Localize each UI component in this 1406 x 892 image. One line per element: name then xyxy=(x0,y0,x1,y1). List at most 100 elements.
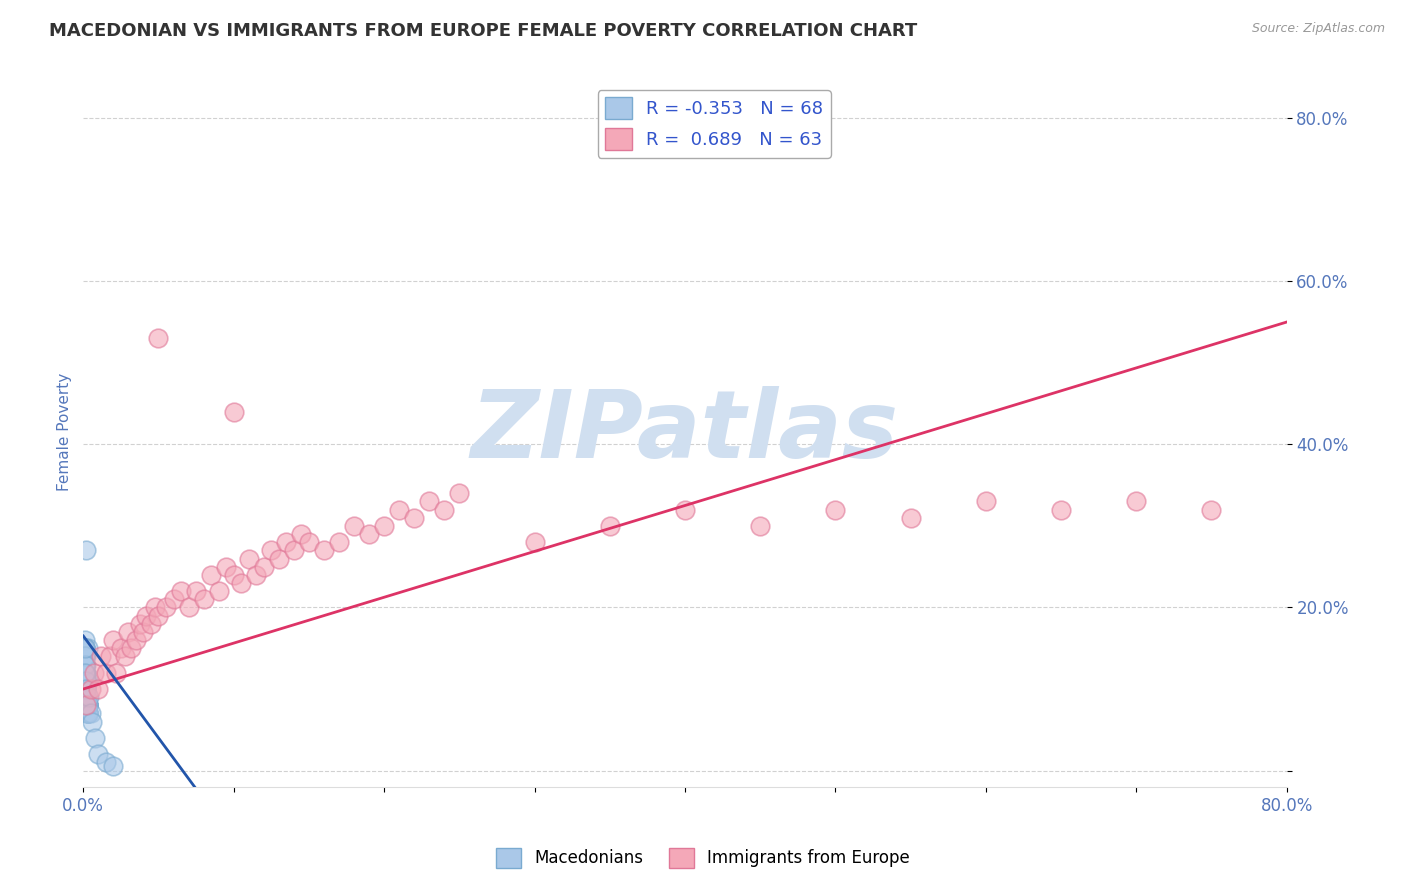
Point xyxy=(749,519,772,533)
Point xyxy=(170,584,193,599)
Point xyxy=(120,641,142,656)
Point xyxy=(145,600,167,615)
Point xyxy=(73,641,96,656)
Point xyxy=(73,641,96,656)
Point xyxy=(73,665,96,680)
Point xyxy=(103,759,125,773)
Point xyxy=(599,136,621,150)
Point xyxy=(75,698,97,713)
Point xyxy=(449,486,471,500)
Point xyxy=(114,649,136,664)
Point xyxy=(129,616,152,631)
Point xyxy=(75,673,97,688)
Point xyxy=(215,559,238,574)
Point xyxy=(132,624,155,639)
Point xyxy=(75,673,97,688)
Point xyxy=(177,600,200,615)
Point xyxy=(75,706,97,721)
Point xyxy=(900,510,922,524)
Point xyxy=(75,673,97,688)
Point xyxy=(73,665,96,680)
Point xyxy=(76,641,98,656)
Point xyxy=(373,519,395,533)
Point xyxy=(76,706,98,721)
Point xyxy=(824,502,846,516)
Point xyxy=(73,657,96,672)
Point xyxy=(98,649,121,664)
Point xyxy=(73,649,96,664)
Point xyxy=(276,535,298,549)
Point xyxy=(359,527,381,541)
Point xyxy=(75,681,97,696)
Point xyxy=(75,690,97,705)
Point xyxy=(73,641,96,656)
Point xyxy=(110,641,132,656)
Point xyxy=(76,698,98,713)
Point xyxy=(404,510,426,524)
Point xyxy=(75,673,97,688)
Point xyxy=(388,502,411,516)
Point xyxy=(94,665,117,680)
Point xyxy=(76,698,98,713)
Point xyxy=(73,657,96,672)
Point xyxy=(75,681,97,696)
Point xyxy=(73,641,96,656)
Point xyxy=(75,690,97,705)
Point xyxy=(673,502,696,516)
Point xyxy=(75,690,97,705)
Y-axis label: Female Poverty: Female Poverty xyxy=(58,373,72,491)
Point xyxy=(75,657,97,672)
Point xyxy=(433,502,456,516)
Point xyxy=(76,690,98,705)
Point xyxy=(328,535,350,549)
Point xyxy=(1050,502,1073,516)
Point xyxy=(75,665,97,680)
Point xyxy=(343,519,366,533)
Point xyxy=(73,649,96,664)
Point xyxy=(90,649,112,664)
Point xyxy=(283,543,305,558)
Point xyxy=(523,535,546,549)
Legend: R = -0.353   N = 68, R =  0.689   N = 63: R = -0.353 N = 68, R = 0.689 N = 63 xyxy=(598,90,831,158)
Point xyxy=(80,706,103,721)
Point xyxy=(267,551,290,566)
Point xyxy=(974,494,997,508)
Point xyxy=(75,681,97,696)
Point xyxy=(73,673,96,688)
Point xyxy=(245,567,267,582)
Point xyxy=(76,698,98,713)
Point xyxy=(1201,502,1223,516)
Point xyxy=(76,706,98,721)
Point xyxy=(103,633,125,648)
Point xyxy=(73,649,96,664)
Point xyxy=(73,657,96,672)
Legend: Macedonians, Immigrants from Europe: Macedonians, Immigrants from Europe xyxy=(489,841,917,875)
Point xyxy=(73,657,96,672)
Point xyxy=(75,681,97,696)
Point xyxy=(135,608,157,623)
Point xyxy=(253,559,276,574)
Point xyxy=(75,690,97,705)
Point xyxy=(155,600,177,615)
Point xyxy=(162,592,184,607)
Point xyxy=(76,706,98,721)
Point xyxy=(76,698,98,713)
Point xyxy=(184,584,207,599)
Point xyxy=(87,747,110,762)
Point xyxy=(193,592,215,607)
Point xyxy=(200,567,222,582)
Point xyxy=(76,698,98,713)
Point xyxy=(117,624,139,639)
Point xyxy=(76,698,98,713)
Point xyxy=(73,665,96,680)
Point xyxy=(94,756,117,770)
Point xyxy=(76,706,98,721)
Point xyxy=(75,681,97,696)
Point xyxy=(1125,494,1147,508)
Point xyxy=(75,543,97,558)
Point xyxy=(75,698,97,713)
Point xyxy=(73,665,96,680)
Point xyxy=(75,673,97,688)
Point xyxy=(290,527,312,541)
Text: ZIPatlas: ZIPatlas xyxy=(471,386,898,478)
